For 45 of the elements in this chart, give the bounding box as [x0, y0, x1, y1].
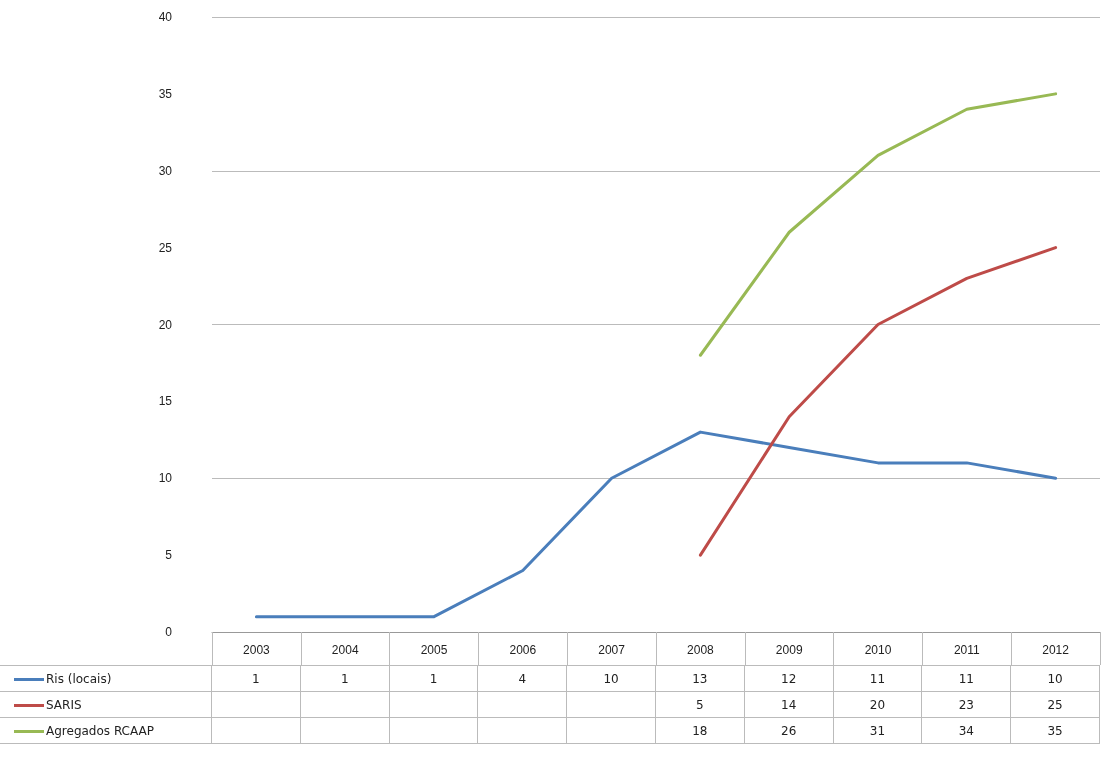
data-label: 26: [744, 717, 834, 744]
data-label: 34: [921, 717, 1011, 744]
legend-label: Agregados RCAAP: [0, 717, 212, 744]
data-label: 1: [211, 665, 301, 692]
line-series: [698, 92, 1058, 357]
line-series: [254, 430, 1058, 619]
data-label: 10: [566, 665, 656, 692]
data-label: 1: [389, 665, 478, 692]
y-tick-label: 35: [158, 86, 173, 101]
y-tick-label: 5: [165, 548, 173, 563]
data-label: 11: [921, 665, 1011, 692]
y-tick-label: 10: [158, 471, 173, 486]
y-tick-label: 20: [158, 317, 173, 332]
data-label: 35: [1010, 717, 1100, 744]
data-label: 4: [477, 665, 567, 692]
data-label: 10: [1010, 665, 1100, 692]
legend-label: SARIS: [0, 691, 212, 718]
data-label: 12: [744, 665, 834, 692]
x-tick-label: 2004: [331, 643, 359, 657]
y-tick-label: 40: [158, 10, 173, 24]
data-label: 23: [921, 691, 1011, 718]
x-tick-label: 2008: [687, 643, 715, 657]
data-label: 31: [833, 717, 922, 744]
data-label: 25: [1010, 691, 1100, 718]
x-tick-label: 2012: [1042, 643, 1070, 657]
data-label: 1: [300, 665, 390, 692]
y-tick-label: 0: [165, 625, 173, 639]
data-label: 18: [655, 717, 745, 744]
x-tick-label: 2005: [420, 643, 448, 657]
line-series: [698, 246, 1058, 557]
y-tick-label: 30: [158, 163, 173, 178]
y-tick-label: 25: [158, 240, 173, 255]
y-tick-label: 15: [158, 394, 173, 409]
data-label: 5: [655, 691, 745, 718]
data-label: 14: [744, 691, 834, 718]
x-tick-label: 2011: [953, 643, 981, 657]
x-tick-label: 2009: [775, 643, 803, 657]
x-tick-label: 2006: [509, 643, 537, 657]
data-label: 20: [833, 691, 922, 718]
x-tick-label: 2003: [243, 643, 271, 657]
x-tick-label: 2007: [598, 643, 626, 657]
x-tick-label: 2010: [864, 643, 892, 657]
data-label: 11: [833, 665, 922, 692]
legend-label: Ris (locais): [0, 665, 212, 692]
data-label: 13: [655, 665, 745, 692]
